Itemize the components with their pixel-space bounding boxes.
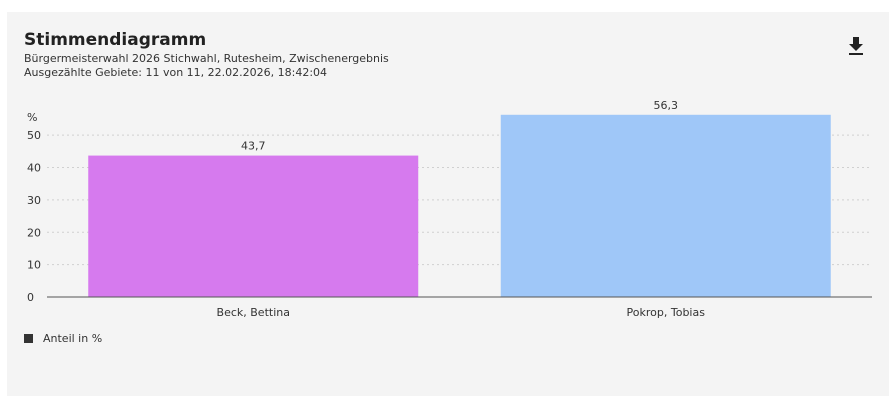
download-icon xyxy=(849,37,863,55)
y-tick-label: 0 xyxy=(27,291,34,304)
y-axis-unit: % xyxy=(27,111,37,124)
x-tick-label: Pokrop, Tobias xyxy=(627,306,706,319)
x-tick-label: Beck, Bettina xyxy=(217,306,290,319)
chart-title: Stimmendiagramm xyxy=(24,30,207,50)
chart-card: Stimmendiagramm Bürgermeisterwahl 2026 S… xyxy=(7,12,889,396)
y-tick-label: 30 xyxy=(27,194,41,207)
counting-status: Ausgezählte Gebiete: 11 von 11, 22.02.20… xyxy=(24,66,328,79)
chart-subtitle: Bürgermeisterwahl 2026 Stichwahl, Rutesh… xyxy=(24,52,389,65)
download-button[interactable] xyxy=(847,34,865,56)
bar-chart: % 0 10 20 30 40 50 43,7 Beck, Bettina 56,3 Pokrop… xyxy=(27,99,872,319)
bar[interactable] xyxy=(500,114,831,297)
data-label: 56,3 xyxy=(654,99,679,112)
y-tick-label: 10 xyxy=(27,259,41,272)
legend-label: Anteil in % xyxy=(43,332,103,345)
y-tick-label: 20 xyxy=(27,226,41,239)
y-tick-label: 40 xyxy=(27,162,41,175)
data-label: 43,7 xyxy=(241,140,266,153)
legend-swatch xyxy=(24,334,33,343)
y-tick-label: 50 xyxy=(27,129,41,142)
bar[interactable] xyxy=(88,155,419,297)
legend[interactable]: Anteil in % xyxy=(24,332,102,345)
